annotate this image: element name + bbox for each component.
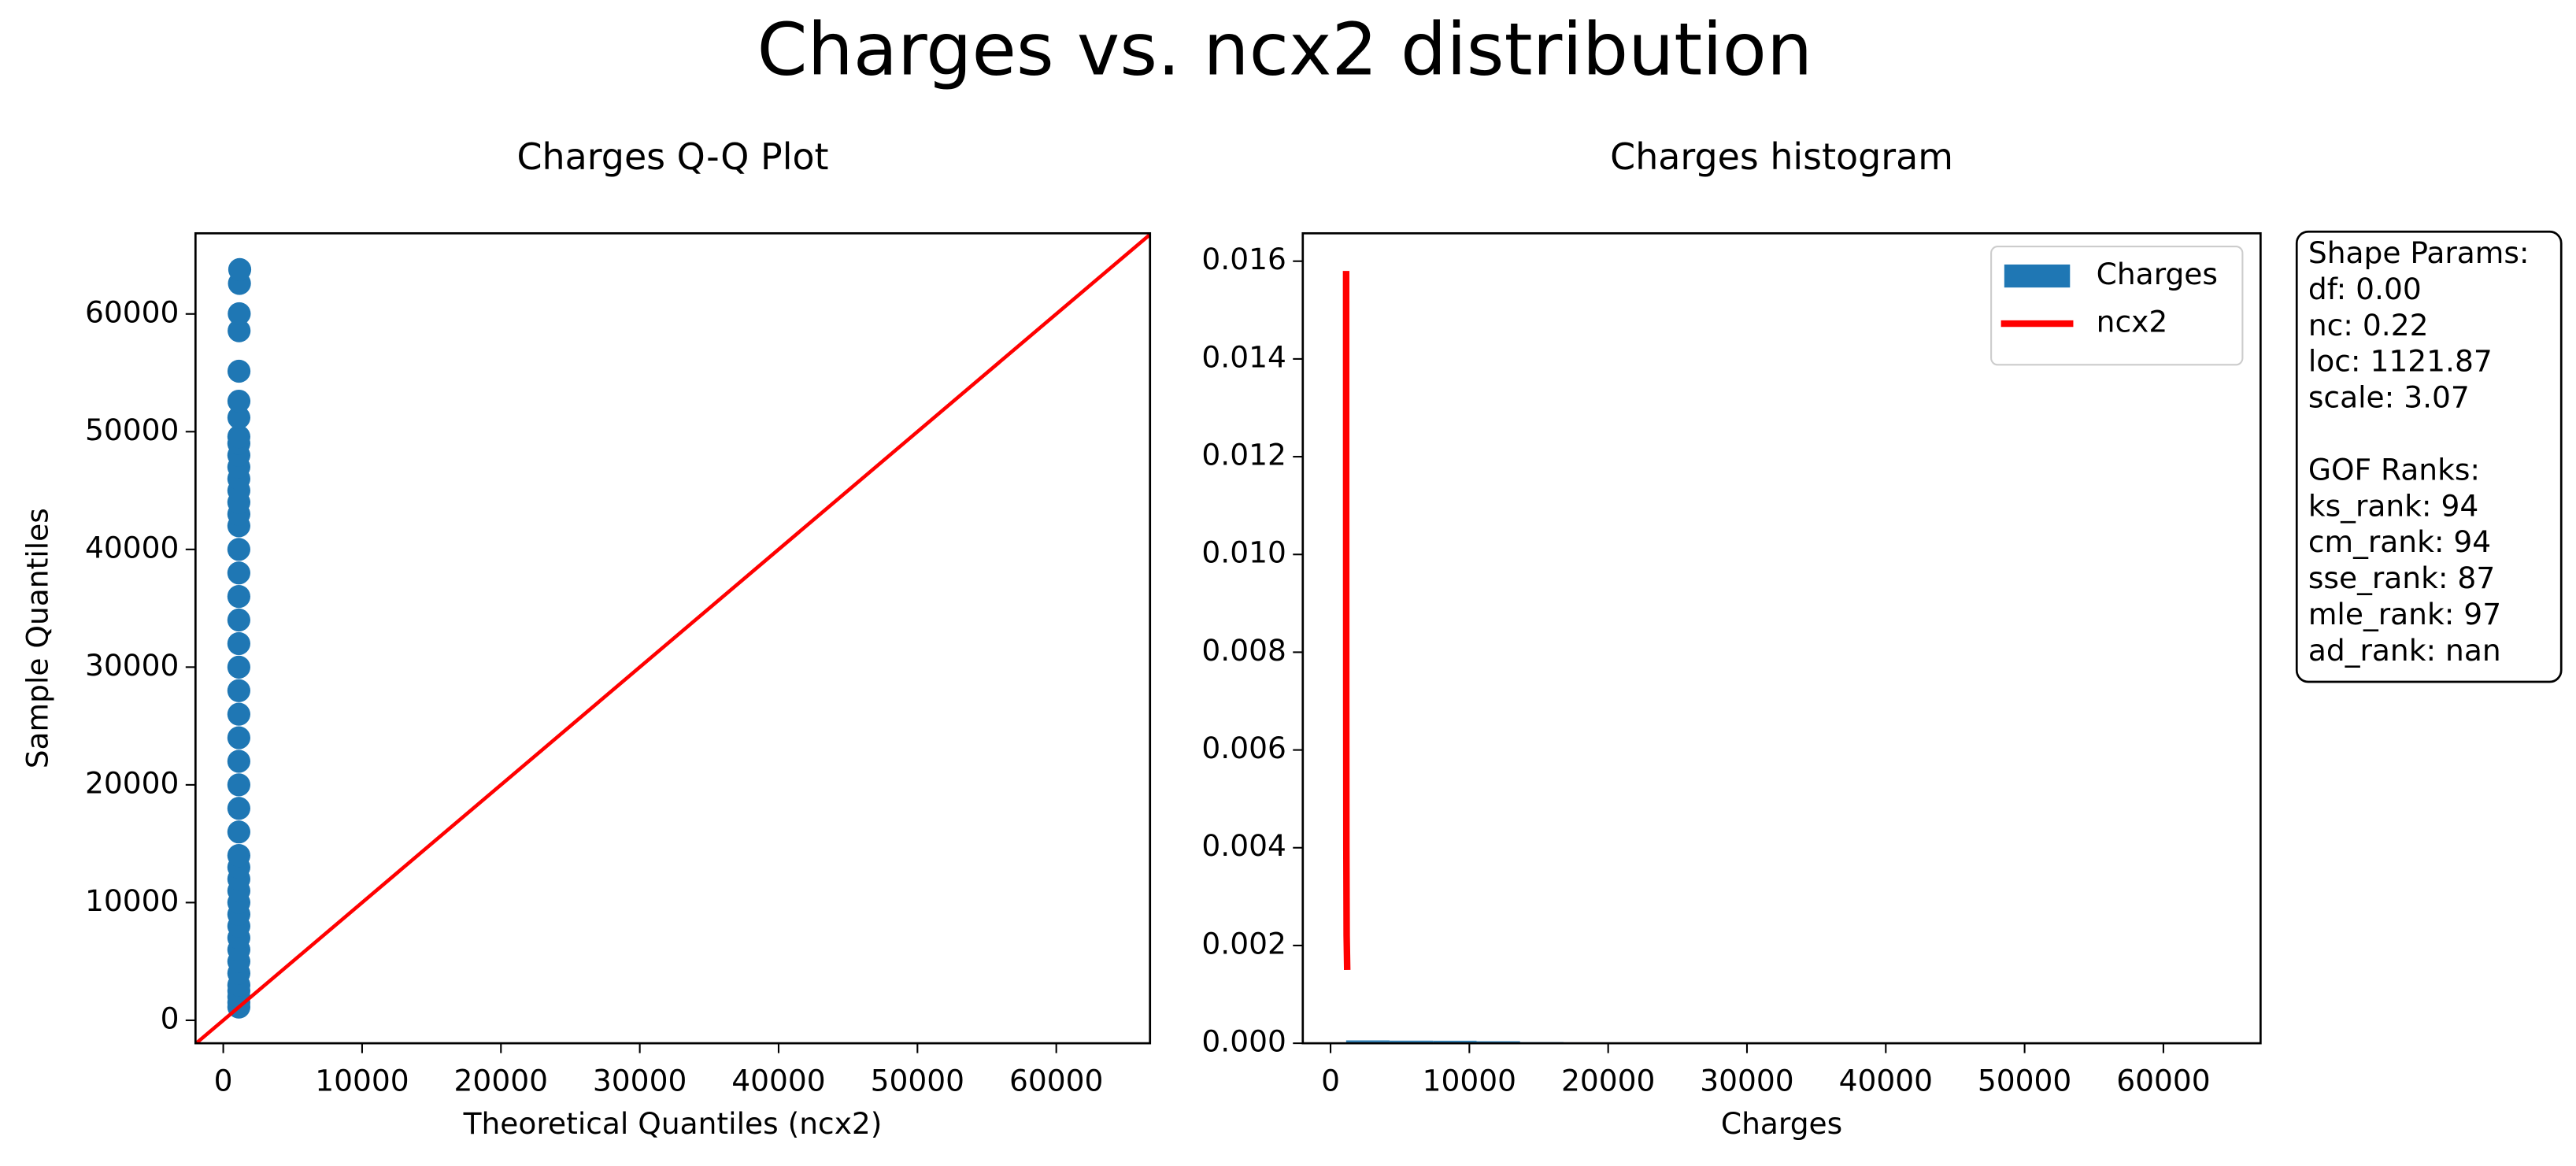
- chart-title: Charges histogram: [1610, 135, 1953, 178]
- annotation-text: df: 0.00: [2308, 272, 2422, 306]
- annotation-text: ad_rank: nan: [2308, 633, 2501, 668]
- annotation-text: nc: 0.22: [2308, 308, 2429, 342]
- annotation-text: loc: 1121.87: [2308, 344, 2493, 379]
- scatter-point: [228, 319, 251, 342]
- scatter-point: [228, 257, 252, 282]
- scatter-point: [227, 679, 250, 702]
- scatter-point: [227, 655, 250, 679]
- annotation-box: [2295, 230, 2563, 683]
- x-tick-label: 10000: [315, 1064, 409, 1098]
- x-tick-label: 10000: [1423, 1064, 1516, 1098]
- scatter-point: [228, 302, 251, 326]
- annotation-text: sse_rank: 87: [2308, 561, 2495, 595]
- scatter-point: [227, 797, 250, 820]
- scatter-point: [227, 631, 250, 656]
- scatter-point: [227, 820, 250, 844]
- scatter-point: [227, 585, 250, 609]
- y-tick-label: 0.006: [1201, 731, 1286, 765]
- scatter-point: [227, 773, 250, 797]
- x-tick-label: 60000: [1009, 1064, 1103, 1098]
- chart-title: Charges Q-Q Plot: [517, 135, 829, 178]
- scatter-point: [227, 389, 251, 413]
- axes-frame: [194, 231, 1152, 1045]
- y-tick-label: 20000: [85, 765, 179, 800]
- y-tick-label: 0.016: [1201, 242, 1286, 276]
- annotation-text: mle_rank: 97: [2308, 597, 2501, 631]
- scatter-point: [227, 425, 251, 449]
- y-tick-label: 0.004: [1201, 828, 1286, 863]
- x-tick-label: 30000: [1700, 1064, 1793, 1098]
- y-tick-label: 0.014: [1201, 339, 1286, 374]
- y-tick-label: 0.002: [1201, 926, 1286, 961]
- legend-swatch: [2004, 264, 2071, 288]
- reference-line: [195, 233, 1150, 1044]
- scatter-point: [227, 359, 251, 383]
- x-tick-label: 0: [1321, 1064, 1340, 1098]
- y-tick-label: 10000: [85, 883, 179, 918]
- plot-area: [195, 233, 1150, 1044]
- scatter-point: [227, 538, 250, 561]
- x-axis-label: Theoretical Quantiles (ncx2): [463, 1106, 883, 1141]
- histogram-bar: [1390, 1040, 1434, 1044]
- y-tick-label: 0.000: [1201, 1024, 1286, 1059]
- figure-title: Charges vs. ncx2 distribution: [757, 7, 1813, 91]
- y-tick-label: 0.008: [1201, 633, 1286, 668]
- line: [1342, 271, 1351, 971]
- x-tick-label: 0: [214, 1064, 233, 1098]
- x-tick-label: 50000: [1978, 1064, 2071, 1098]
- annotation-text: GOF Ranks:: [2308, 452, 2480, 487]
- scatter-point: [227, 726, 250, 750]
- axes-frame: [1301, 231, 2262, 1045]
- x-tick-label: 30000: [593, 1064, 687, 1098]
- y-tick-label: 60000: [85, 294, 179, 329]
- legend-label: ncx2: [2097, 305, 2168, 339]
- annotation-text: Shape Params:: [2308, 235, 2530, 270]
- scatter-point: [227, 405, 251, 430]
- x-axis-label: Charges: [1721, 1106, 1842, 1141]
- y-tick-label: 50000: [85, 413, 179, 447]
- x-tick-label: 40000: [1839, 1064, 1933, 1098]
- scatter-point: [227, 561, 250, 585]
- annotation-text: ks_rank: 94: [2308, 488, 2478, 523]
- x-tick-label: 20000: [1561, 1064, 1655, 1098]
- x-tick-label: 50000: [871, 1064, 964, 1098]
- annotation-text: scale: 3.07: [2308, 380, 2470, 415]
- x-tick-label: 20000: [454, 1064, 548, 1098]
- scatter-point: [227, 843, 250, 868]
- y-tick-label: 40000: [85, 530, 179, 564]
- y-tick-label: 0.012: [1201, 438, 1286, 472]
- y-tick-label: 0: [161, 1001, 180, 1035]
- x-tick-label: 40000: [731, 1064, 825, 1098]
- annotation-text: cm_rank: 94: [2308, 524, 2491, 559]
- histogram-bar: [1433, 1040, 1477, 1044]
- y-axis-label: Sample Quantiles: [20, 508, 55, 768]
- y-tick-label: 0.010: [1201, 535, 1286, 570]
- scatter-point: [227, 702, 250, 726]
- histogram-bar: [1345, 1040, 1390, 1044]
- x-tick-label: 60000: [2116, 1064, 2210, 1098]
- scatter-point: [227, 750, 250, 773]
- scatter-point: [227, 608, 250, 632]
- y-tick-label: 30000: [85, 648, 179, 683]
- legend-label: Charges: [2097, 257, 2218, 291]
